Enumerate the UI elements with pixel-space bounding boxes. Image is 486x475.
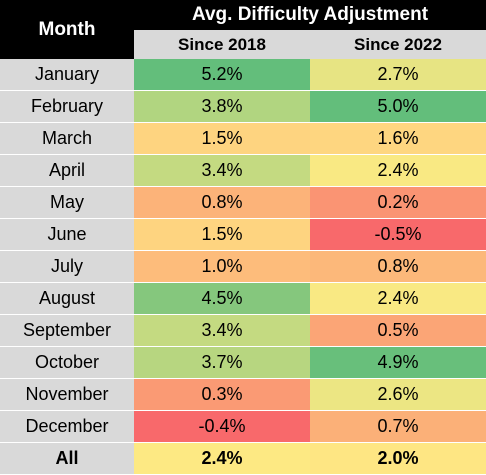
- table-row: July 1.0% 0.8%: [0, 250, 486, 283]
- month-cell: October: [0, 346, 134, 379]
- month-cell: February: [0, 90, 134, 123]
- month-header: Month: [0, 0, 134, 59]
- since-2022-cell: 5.0%: [310, 90, 486, 123]
- month-cell: August: [0, 282, 134, 315]
- since-2022-cell: 2.4%: [310, 282, 486, 315]
- since-2022-cell: 0.7%: [310, 410, 486, 443]
- total-label-cell: All: [0, 442, 134, 475]
- month-cell: May: [0, 186, 134, 219]
- table-row: January 5.2% 2.7%: [0, 59, 486, 91]
- month-cell: July: [0, 250, 134, 283]
- since-2018-cell: 1.5%: [134, 122, 310, 155]
- since-2022-cell: 2.7%: [310, 59, 486, 91]
- col-since-2018-header: Since 2018: [134, 30, 310, 59]
- since-2022-cell: 2.4%: [310, 154, 486, 187]
- table-row: February 3.8% 5.0%: [0, 90, 486, 123]
- table-row: September 3.4% 0.5%: [0, 314, 486, 347]
- total-since-2018-cell: 2.4%: [134, 442, 310, 475]
- table-row: May 0.8% 0.2%: [0, 186, 486, 219]
- since-2022-cell: 1.6%: [310, 122, 486, 155]
- table-row: April 3.4% 2.4%: [0, 154, 486, 187]
- since-2018-cell: 3.4%: [134, 154, 310, 187]
- since-2018-cell: 3.8%: [134, 90, 310, 123]
- since-2018-cell: 3.7%: [134, 346, 310, 379]
- since-2018-cell: 3.4%: [134, 314, 310, 347]
- since-2022-cell: 2.6%: [310, 378, 486, 411]
- since-2022-cell: 0.8%: [310, 250, 486, 283]
- month-cell: June: [0, 218, 134, 251]
- month-cell: March: [0, 122, 134, 155]
- since-2018-cell: 0.8%: [134, 186, 310, 219]
- table-row: August 4.5% 2.4%: [0, 282, 486, 315]
- since-2018-cell: 0.3%: [134, 378, 310, 411]
- table-row: June 1.5% -0.5%: [0, 218, 486, 251]
- since-2022-cell: 0.2%: [310, 186, 486, 219]
- since-2022-cell: -0.5%: [310, 218, 486, 251]
- since-2018-cell: 4.5%: [134, 282, 310, 315]
- table-row: December -0.4% 0.7%: [0, 410, 486, 443]
- since-2022-cell: 0.5%: [310, 314, 486, 347]
- month-cell: September: [0, 314, 134, 347]
- month-cell: April: [0, 154, 134, 187]
- since-2018-cell: 5.2%: [134, 59, 310, 91]
- since-2018-cell: -0.4%: [134, 410, 310, 443]
- total-since-2022-cell: 2.0%: [310, 442, 486, 475]
- month-cell: December: [0, 410, 134, 443]
- table-row: November 0.3% 2.6%: [0, 378, 486, 411]
- month-cell: November: [0, 378, 134, 411]
- group-header: Avg. Difficulty Adjustment: [134, 0, 486, 30]
- since-2022-cell: 4.9%: [310, 346, 486, 379]
- table-row: March 1.5% 1.6%: [0, 122, 486, 155]
- since-2018-cell: 1.0%: [134, 250, 310, 283]
- table-row: October 3.7% 4.9%: [0, 346, 486, 379]
- total-row: All 2.4% 2.0%: [0, 442, 486, 475]
- since-2018-cell: 1.5%: [134, 218, 310, 251]
- col-since-2022-header: Since 2022: [310, 30, 486, 59]
- month-cell: January: [0, 59, 134, 91]
